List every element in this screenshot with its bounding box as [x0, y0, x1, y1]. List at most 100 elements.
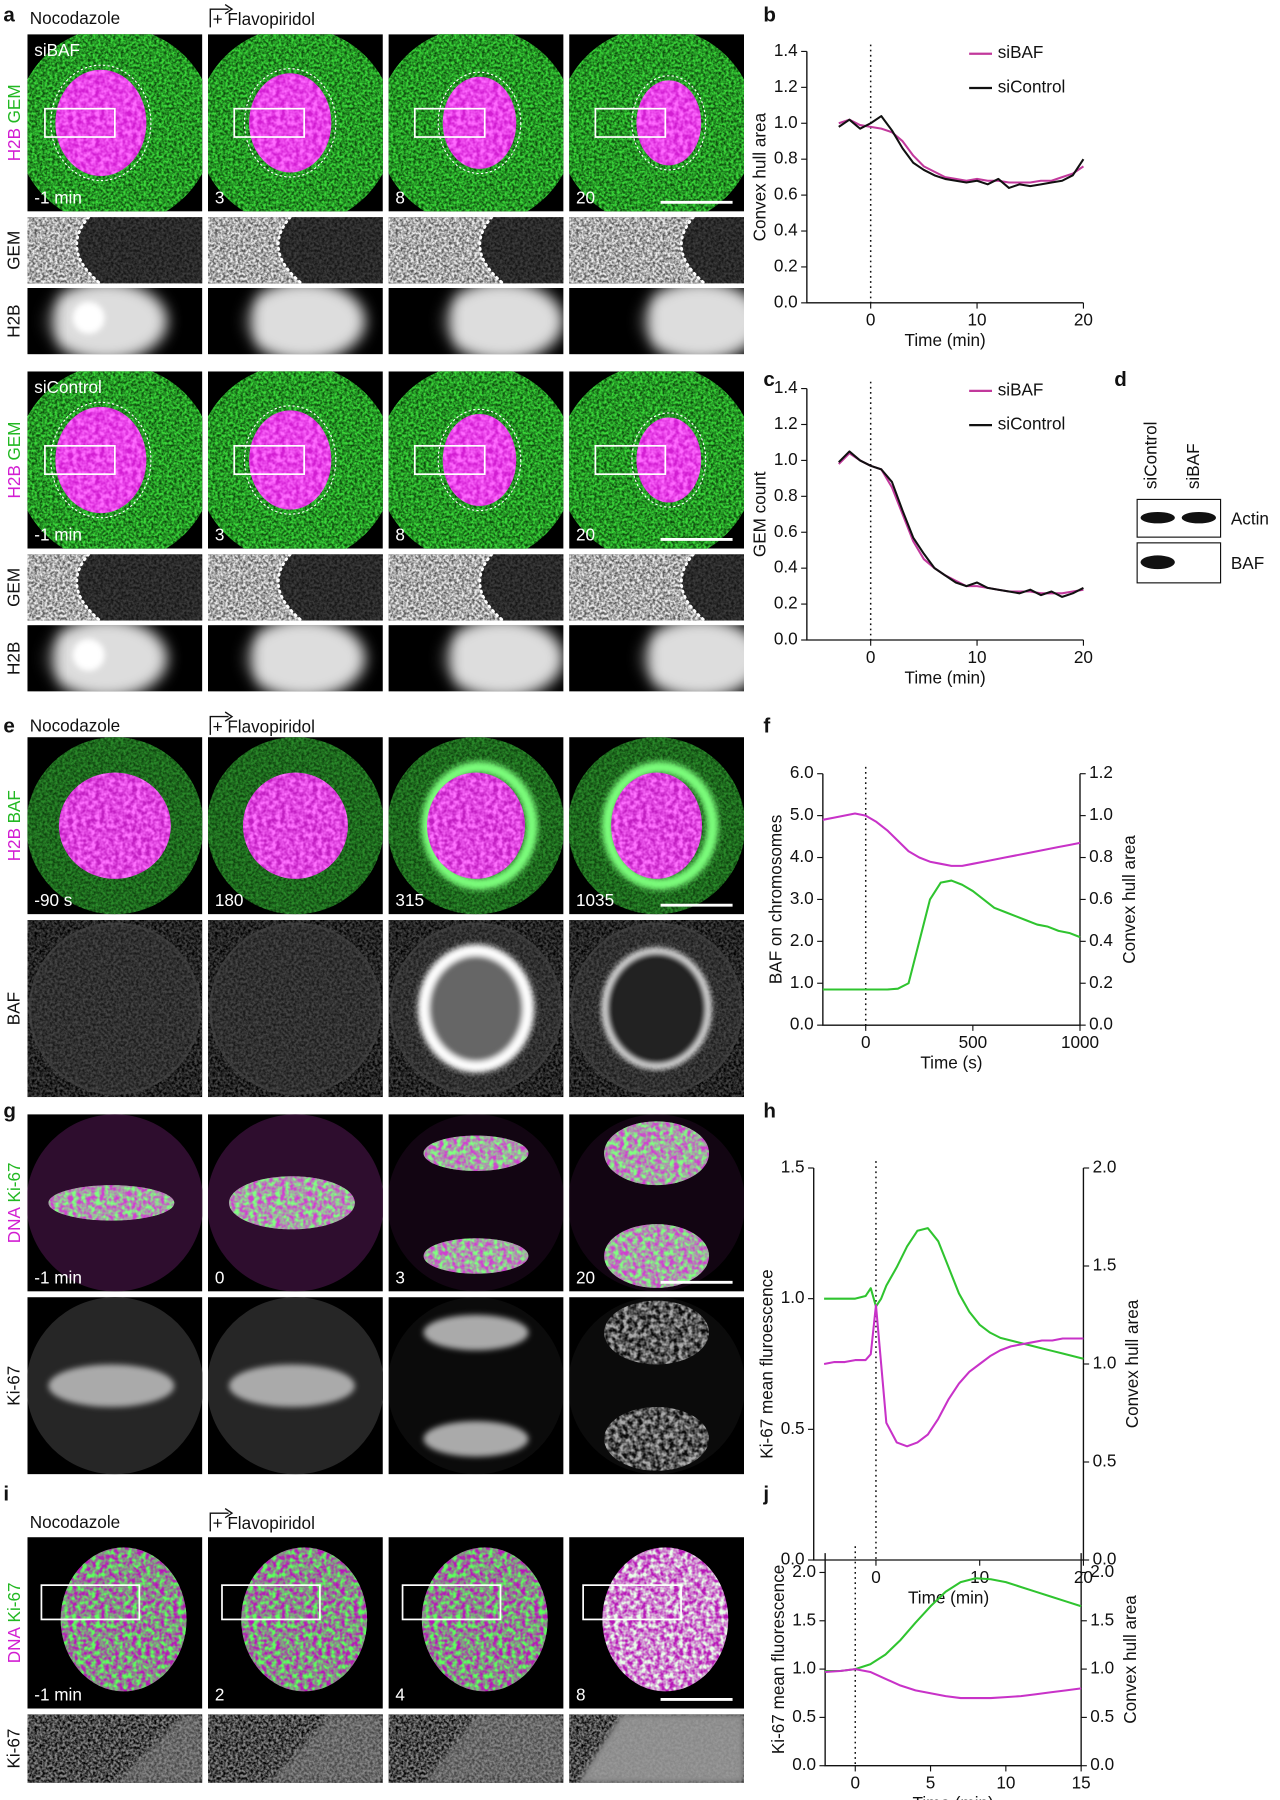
left-dark: [208, 625, 252, 692]
panel-label: i: [3, 1482, 9, 1505]
x-axis-label: Time (min): [905, 667, 986, 687]
row-label: GEM: [3, 231, 23, 270]
y2-tick-label: 0.0: [1093, 1549, 1117, 1569]
y-tick-label: 0.2: [774, 255, 798, 275]
series-line: [838, 115, 1085, 189]
chromatin-blur: [242, 288, 366, 355]
micrograph: [27, 1537, 203, 1709]
band: [1181, 512, 1216, 524]
zoom-box: [44, 444, 116, 476]
time-label: 315: [395, 890, 424, 910]
chromatin-texture: [427, 772, 525, 879]
y-tick-label: 1.0: [774, 112, 798, 132]
y-tick-label: 0.0: [781, 1549, 805, 1569]
micrograph: [388, 737, 564, 915]
micrograph: [27, 625, 203, 692]
series-line: [824, 1227, 1084, 1360]
condition: Nocodazole: [30, 1512, 120, 1532]
y-tick-label: 1.0: [792, 1658, 816, 1678]
x-tick-label: 5: [926, 1773, 936, 1793]
zoom-box: [582, 1584, 682, 1621]
y-tick-label: 1.5: [781, 1157, 805, 1177]
left-dark: [388, 625, 450, 692]
chromatin-texture: [55, 69, 147, 176]
micrograph: [388, 554, 564, 621]
y2-tick-label: 0.5: [1090, 1706, 1114, 1726]
y-axis-label: Ki-67 mean fluorescence: [768, 1565, 788, 1754]
outline: [437, 71, 522, 175]
outline: [50, 64, 152, 182]
y2-tick-label: 1.0: [1089, 804, 1113, 824]
stain-name: H2B: [3, 128, 23, 161]
arrow-head: [224, 1508, 234, 1519]
y2-axis-label: Convex hull area: [1122, 1299, 1142, 1428]
row-label: Ki-67: [3, 1366, 23, 1406]
ki67-signal: [423, 1238, 529, 1274]
chromatin-texture: [636, 417, 702, 503]
y-tick-label: 5.0: [790, 804, 814, 824]
left-dark: [27, 288, 54, 355]
chromatin-texture: [636, 80, 702, 166]
chromatin-blur: [441, 625, 564, 692]
micrograph: [208, 1114, 383, 1292]
zoom-box: [594, 444, 667, 476]
chromatin-texture: [249, 410, 332, 510]
y-tick-label: 1.0: [790, 972, 814, 992]
y-tick-label: 1.0: [774, 449, 798, 469]
y-tick-label: 6.0: [790, 762, 814, 782]
time-label: 2: [215, 1685, 225, 1705]
y-axis-label: Ki-67 mean fluroescence: [757, 1269, 777, 1458]
stain-name: DNA: [3, 1626, 23, 1663]
outline: [631, 412, 707, 508]
ki67: [48, 1364, 175, 1407]
time-label: -1 min: [34, 187, 82, 207]
y2-tick-label: 0.4: [1089, 930, 1113, 950]
chromatin-blur: [44, 288, 168, 355]
row-label: H2B: [3, 304, 23, 337]
y-tick-label: 3.0: [790, 888, 814, 908]
left-dark: [388, 288, 450, 355]
left-dark: [569, 288, 648, 355]
dark-region: [76, 554, 203, 621]
micrograph: [27, 737, 203, 915]
y2-tick-label: 2.0: [1093, 1157, 1117, 1177]
axis-spine: [813, 1168, 1085, 1561]
time-label: 3: [215, 187, 225, 207]
arrow-head: [224, 711, 234, 722]
panel-label: e: [3, 714, 14, 737]
arrow: [209, 8, 229, 28]
treatment: + Flavopiridol: [213, 9, 315, 29]
stain-label: DNA Ki-67: [3, 1162, 23, 1243]
y-tick-label: 2.0: [792, 1561, 816, 1581]
time-label: 8: [395, 187, 405, 207]
y2-tick-label: 0.0: [1089, 1014, 1113, 1034]
y-tick-label: 0.6: [774, 521, 798, 541]
zoom-box: [233, 107, 306, 138]
y-tick-label: 0.8: [774, 485, 798, 505]
boundary: [478, 217, 505, 284]
x-tick-label: 10: [968, 310, 987, 330]
y-tick-label: 0.2: [774, 593, 798, 613]
chromatin-blob: [72, 638, 105, 671]
y2-tick-label: 0.6: [1089, 888, 1113, 908]
x-tick-label: 0: [850, 1773, 860, 1793]
left-dark: [208, 288, 252, 355]
y-tick-label: 1.4: [774, 377, 798, 397]
group-name: siControl: [34, 377, 102, 397]
baf-rim: [601, 947, 712, 1070]
y2-tick-label: 2.0: [1090, 1561, 1114, 1581]
chromatin-texture: [58, 772, 171, 879]
zoom-box: [233, 444, 306, 476]
row-label: BAF: [3, 992, 23, 1025]
stain-name: GEM: [3, 422, 23, 461]
x-tick-label: 20: [1074, 1567, 1093, 1587]
y-tick-label: 0.6: [774, 184, 798, 204]
stain-label: H2B GEM: [3, 422, 23, 499]
x-tick-label: 20: [1074, 310, 1093, 330]
micrograph: [569, 625, 744, 692]
x-tick-label: 10: [968, 647, 987, 667]
panel-label: c: [763, 368, 774, 391]
band-label: BAF: [1231, 553, 1264, 573]
time-label: 8: [395, 525, 405, 545]
